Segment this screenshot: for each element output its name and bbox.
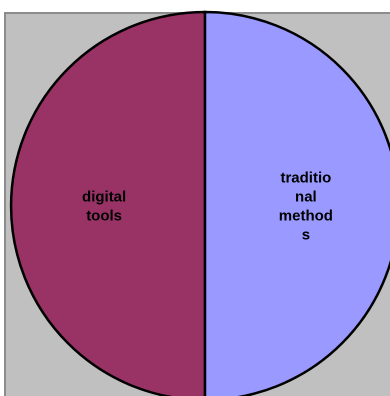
- pie-slice-traditional-methods: [203, 10, 390, 396]
- pie-labels: digital tools traditio nal method s: [82, 170, 333, 244]
- pie-label-digital-tools: digital tools: [82, 189, 126, 225]
- pie-slices: [9, 10, 390, 396]
- pie-slice-digital-tools: [9, 10, 207, 396]
- pie-label-traditional-methods: traditio nal method s: [279, 170, 333, 244]
